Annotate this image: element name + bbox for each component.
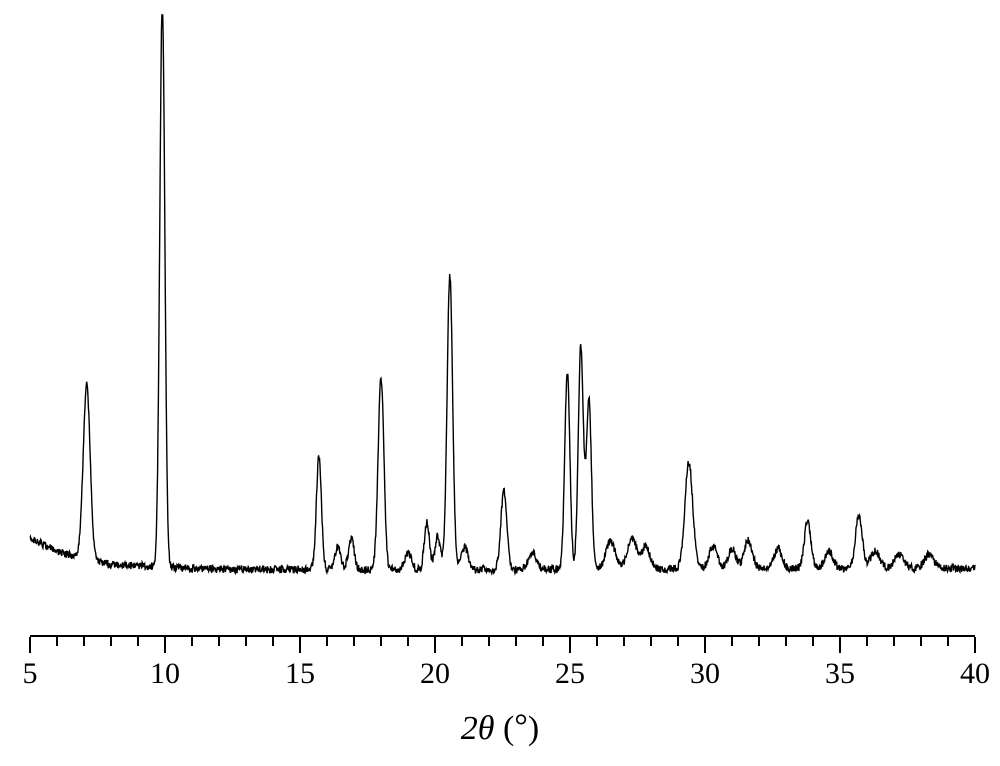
x-minor-tick [245,637,247,646]
x-major-tick [29,637,31,653]
x-minor-tick [326,637,328,646]
x-minor-tick [785,637,787,646]
x-minor-tick [812,637,814,646]
x-minor-tick [596,637,598,646]
x-minor-tick [731,637,733,646]
xrd-trace [30,15,975,574]
x-minor-tick [272,637,274,646]
x-tick-label: 5 [23,657,38,691]
x-minor-tick [56,637,58,646]
xrd-chart: 5 10 15 20 25 30 35 40 2θ (°) [0,0,1000,766]
x-minor-tick [110,637,112,646]
x-minor-tick [191,637,193,646]
x-major-tick [299,637,301,653]
x-minor-tick [866,637,868,646]
x-tick-label: 25 [555,657,585,691]
xrd-plot-svg [0,0,1000,766]
x-minor-tick [920,637,922,646]
x-minor-tick [137,637,139,646]
x-major-tick [569,637,571,653]
x-major-tick [974,637,976,653]
x-minor-tick [650,637,652,646]
x-minor-tick [407,637,409,646]
x-minor-tick [461,637,463,646]
x-tick-label: 30 [690,657,720,691]
x-tick-label: 35 [825,657,855,691]
x-tick-label: 10 [150,657,180,691]
x-minor-tick [947,637,949,646]
x-major-tick [704,637,706,653]
x-minor-tick [515,637,517,646]
x-tick-label: 40 [960,657,990,691]
x-minor-tick [380,637,382,646]
x-minor-tick [893,637,895,646]
x-minor-tick [677,637,679,646]
x-major-tick [164,637,166,653]
x-minor-tick [353,637,355,646]
x-minor-tick [83,637,85,646]
x-axis-title: 2θ (°) [0,710,1000,748]
x-major-tick [839,637,841,653]
x-tick-label: 20 [420,657,450,691]
x-minor-tick [623,637,625,646]
x-minor-tick [218,637,220,646]
x-minor-tick [758,637,760,646]
x-axis-line [30,635,975,637]
x-tick-label: 15 [285,657,315,691]
x-major-tick [434,637,436,653]
x-minor-tick [542,637,544,646]
x-minor-tick [488,637,490,646]
